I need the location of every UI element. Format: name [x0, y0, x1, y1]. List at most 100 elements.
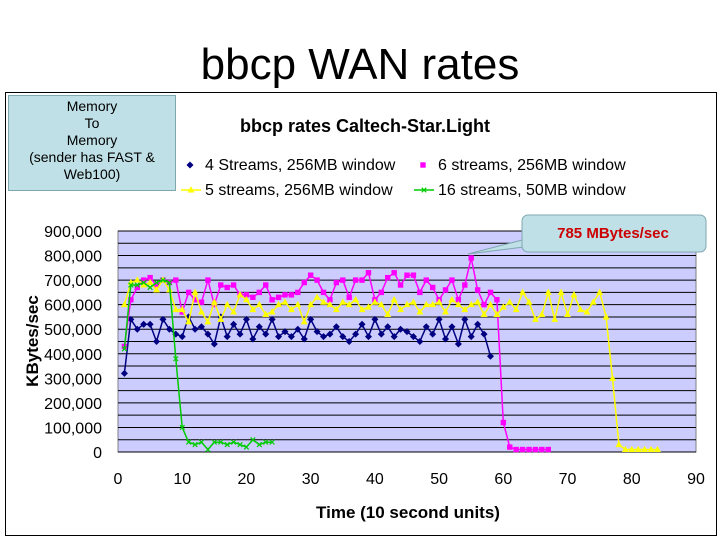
- data-point: [420, 162, 426, 168]
- data-point: [596, 288, 604, 295]
- data-point: [249, 305, 257, 313]
- data-point: [532, 315, 539, 322]
- data-point: [281, 298, 289, 305]
- data-point: [602, 313, 610, 320]
- data-point: [236, 330, 244, 338]
- data-point: [487, 289, 494, 296]
- data-point: [133, 325, 141, 333]
- data-point: [223, 333, 231, 341]
- data-point: [243, 444, 250, 450]
- data-point: [146, 278, 154, 286]
- data-point: [435, 315, 443, 323]
- data-point: [409, 298, 417, 305]
- data-point: [218, 282, 224, 288]
- data-point: [570, 290, 578, 298]
- data-point: [576, 305, 584, 313]
- y-tick-label: 900,000: [44, 224, 102, 241]
- data-point: [223, 300, 231, 308]
- data-point: [205, 277, 211, 283]
- legend-item: 16 streams, 50MB window: [414, 182, 626, 199]
- data-point: [506, 298, 514, 305]
- x-tick-label: 50: [430, 471, 448, 488]
- data-point: [364, 333, 372, 341]
- legend-label: 5 streams, 256MB window: [205, 182, 393, 199]
- data-point: [499, 303, 507, 310]
- data-point: [256, 441, 263, 448]
- callout-box: [521, 214, 707, 253]
- data-point: [486, 352, 494, 360]
- data-point: [391, 270, 397, 276]
- data-point: [345, 300, 353, 308]
- data-point: [429, 284, 436, 291]
- data-point: [462, 282, 468, 288]
- data-point: [320, 298, 327, 305]
- data-point: [525, 298, 533, 305]
- data-point: [352, 295, 360, 303]
- legend-label: 6 streams, 256MB window: [438, 157, 626, 174]
- data-point: [294, 300, 302, 308]
- data-point: [384, 310, 392, 317]
- x-tick-label: 20: [238, 471, 256, 488]
- data-point: [210, 298, 218, 305]
- data-point: [178, 305, 186, 313]
- y-tick-label: 100,000: [44, 420, 102, 437]
- data-point: [192, 441, 198, 448]
- data-point: [147, 284, 153, 291]
- data-point: [153, 337, 161, 346]
- data-point: [371, 298, 379, 305]
- data-point: [449, 277, 455, 283]
- data-point: [187, 186, 195, 193]
- legend-item: 5 streams, 256MB window: [181, 182, 393, 199]
- data-point: [242, 315, 250, 323]
- data-point: [300, 335, 308, 343]
- data-point: [404, 272, 410, 278]
- data-point: [409, 333, 417, 341]
- data-point: [359, 277, 365, 283]
- data-point: [538, 310, 546, 317]
- data-point: [186, 161, 194, 169]
- data-point: [539, 446, 545, 453]
- data-point: [128, 282, 134, 288]
- data-point: [134, 282, 140, 288]
- data-point: [474, 320, 482, 328]
- data-point: [544, 288, 552, 295]
- data-point: [250, 436, 256, 443]
- data-point: [339, 298, 347, 305]
- data-point: [467, 300, 475, 308]
- data-point: [467, 333, 475, 341]
- data-point: [390, 295, 398, 303]
- y-tick-label: 300,000: [44, 371, 102, 388]
- x-tick-label: 80: [623, 471, 641, 488]
- data-point: [448, 295, 456, 303]
- data-point: [191, 325, 199, 333]
- y-tick-label: 800,000: [44, 249, 102, 266]
- data-point: [365, 270, 372, 276]
- data-point: [288, 292, 295, 298]
- data-point: [474, 298, 482, 305]
- data-point: [512, 305, 520, 313]
- data-point: [384, 323, 392, 331]
- data-point: [493, 310, 501, 317]
- data-point: [268, 308, 276, 315]
- data-point: [224, 284, 230, 291]
- data-point: [377, 300, 385, 308]
- data-point: [634, 445, 642, 453]
- chart-title: bbcp rates Caltech-Star.Light: [240, 116, 490, 136]
- data-point: [454, 340, 462, 348]
- data-point: [295, 289, 301, 296]
- data-point: [454, 300, 462, 308]
- data-point: [146, 320, 154, 328]
- data-point: [615, 440, 623, 448]
- x-tick-labels: 0 10 20 30 40 50 60 70 80 90: [114, 471, 705, 488]
- note-box: Memory To Memory (sender has FAST & Web1…: [8, 95, 176, 191]
- data-point: [159, 315, 167, 323]
- data-point: [275, 300, 282, 308]
- data-point: [140, 320, 148, 328]
- data-point: [358, 305, 366, 313]
- data-point: [628, 445, 636, 453]
- data-point: [526, 446, 532, 453]
- data-point: [461, 315, 469, 323]
- y-tick-label: 400,000: [44, 347, 102, 364]
- y-tick-label: 0: [93, 445, 102, 462]
- data-point: [133, 276, 141, 283]
